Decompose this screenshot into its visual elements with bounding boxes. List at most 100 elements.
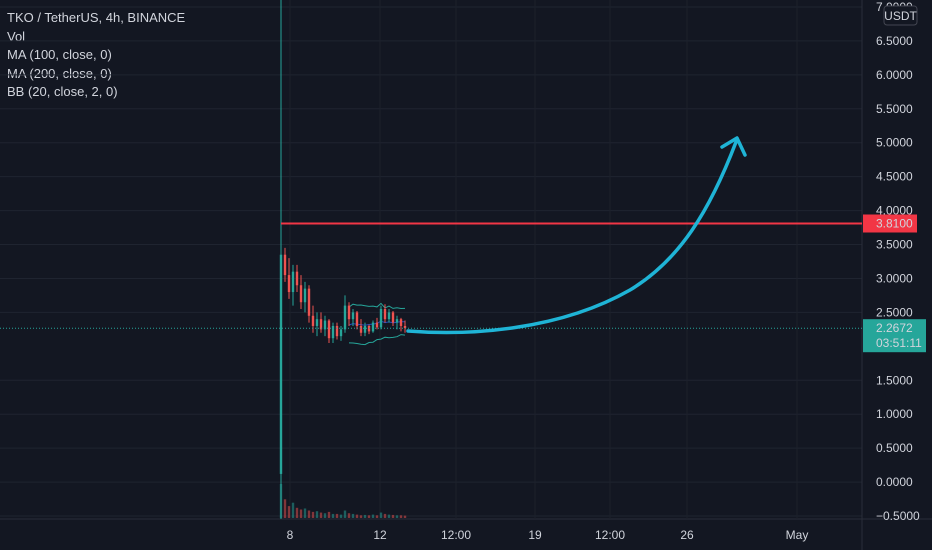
bb-lower — [348, 334, 406, 346]
candle-body — [351, 312, 355, 320]
candle-body — [395, 319, 399, 323]
candle-body — [403, 325, 407, 329]
volume-bar — [351, 513, 355, 518]
candle-body — [335, 325, 339, 337]
candle-body — [319, 319, 323, 330]
candle-body — [379, 309, 383, 328]
currency-badge[interactable] — [883, 5, 918, 26]
candle-body — [287, 275, 291, 293]
x-tick-label: 12 — [373, 528, 387, 542]
y-tick-label: 6.5000 — [876, 34, 913, 48]
volume-bar — [279, 484, 283, 518]
volume-bar — [315, 511, 319, 518]
volume-bar — [323, 513, 327, 518]
projection-arrow-head — [720, 136, 747, 157]
volume-bars — [279, 484, 407, 518]
bb-upper — [348, 302, 406, 310]
volume-bar — [303, 508, 307, 518]
candles — [279, 247, 407, 476]
volume-bar — [339, 514, 343, 518]
volume-bar — [359, 515, 363, 518]
volume-bar — [379, 512, 383, 518]
volume-bar — [403, 515, 407, 518]
y-tick-label: 1.0000 — [876, 407, 913, 421]
projection-arrow[interactable] — [406, 140, 738, 335]
y-tick-label: 6.0000 — [876, 68, 913, 82]
x-tick-label: 26 — [680, 528, 694, 542]
x-tick-label: 12:00 — [441, 528, 471, 542]
chart-legend: TKO / TetherUS, 4h, BINANCE Vol MA (100,… — [7, 9, 185, 102]
level-price-tag — [863, 214, 917, 233]
y-tick-label: 5.0000 — [876, 136, 913, 150]
candle-body — [291, 271, 295, 293]
volume-bar — [299, 509, 303, 518]
y-tick-label: −0.5000 — [876, 509, 920, 523]
volume-bar — [363, 514, 367, 518]
candle-body — [355, 312, 359, 326]
y-tick-label: 2.5000 — [876, 305, 913, 319]
x-tick-label: May — [786, 528, 809, 542]
candle-body — [323, 320, 327, 330]
volume-bar — [383, 513, 387, 518]
candle-body — [383, 309, 387, 320]
volume-bar — [391, 514, 395, 518]
volume-bar — [327, 511, 331, 518]
volume-bar — [343, 510, 347, 518]
last-price-label: 2.2672 — [876, 321, 913, 335]
volume-bar — [371, 514, 375, 518]
volume-bar — [287, 506, 291, 518]
indicator-ma-200[interactable]: MA (200, close, 0) — [7, 65, 112, 81]
y-tick-label: 4.0000 — [876, 204, 913, 218]
indicator-bb[interactable]: BB (20, close, 2, 0) — [7, 84, 118, 99]
volume-bar — [367, 515, 371, 518]
candle-body — [327, 320, 331, 339]
candle-body — [387, 312, 391, 320]
candle-body — [307, 288, 311, 316]
y-tick-label: 0.0000 — [876, 475, 913, 489]
x-tick-label: 19 — [528, 528, 542, 542]
candle-body — [295, 271, 299, 286]
candle-body — [363, 325, 367, 333]
candle-body — [343, 305, 347, 330]
countdown-label: 03:51:11 — [876, 336, 922, 350]
candle-body — [391, 312, 395, 323]
volume-bar — [335, 513, 339, 518]
volume-bar — [375, 515, 379, 518]
candle-body — [331, 325, 335, 339]
volume-bar — [331, 513, 335, 518]
candle-body — [339, 329, 343, 337]
volume-bar — [399, 515, 403, 518]
indicator-vol[interactable]: Vol — [7, 28, 26, 44]
x-tick-label: 8 — [287, 528, 294, 542]
y-tick-label: 5.5000 — [876, 102, 913, 116]
y-tick-label: 4.5000 — [876, 170, 913, 184]
volume-bar — [395, 515, 399, 518]
indicator-ma-100[interactable]: MA (100, close, 0) — [7, 47, 112, 62]
price-axis[interactable]: 7.00006.50006.00005.50005.00004.50004.00… — [876, 0, 920, 523]
volume-bar — [347, 513, 351, 518]
volume-bar — [387, 514, 391, 518]
candle-body — [283, 254, 287, 276]
time-axis[interactable]: 8 12 12:00 19 12:00 26 May — [287, 528, 809, 542]
candle-body — [375, 322, 379, 328]
candle-body — [371, 322, 375, 332]
candle-body — [303, 288, 307, 303]
candle-body — [347, 305, 351, 320]
y-tick-label: 3.0000 — [876, 271, 913, 285]
y-tick-label: 1.5000 — [876, 373, 913, 387]
y-tick-label: 0.5000 — [876, 441, 913, 455]
last-price-tag — [863, 319, 926, 353]
x-tick-label: 12:00 — [595, 528, 625, 542]
candle-body — [359, 325, 363, 333]
candle-body — [315, 319, 319, 326]
symbol-title[interactable]: TKO / TetherUS, 4h, BINANCE — [7, 10, 186, 25]
candle-body — [279, 254, 283, 474]
candle-body — [299, 285, 303, 303]
level-price-label: 3.8100 — [876, 216, 913, 230]
volume-bar — [295, 507, 299, 518]
candle-body — [399, 319, 403, 326]
volume-bar — [291, 502, 295, 518]
volume-bar — [319, 512, 323, 518]
